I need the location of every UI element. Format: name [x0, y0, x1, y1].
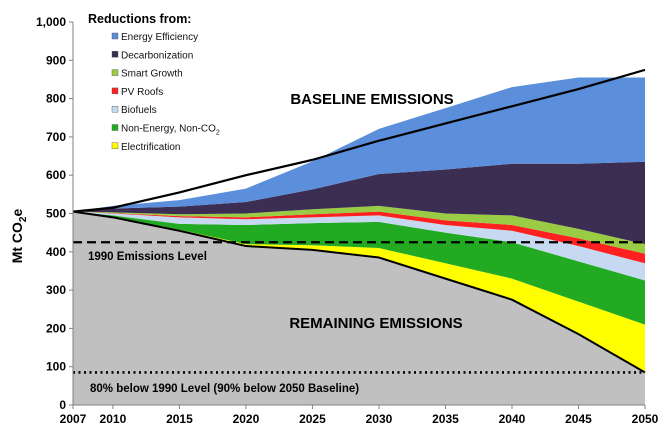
legend-swatch-decarbonization: [111, 51, 119, 58]
legend-label-biofuels: Biofuels: [121, 105, 157, 116]
y-axis-title: Mt CO2e: [9, 209, 29, 264]
legend-swatch-pv-roofs: [111, 87, 119, 95]
legend-swatch-non-energy-non-co: [111, 124, 119, 131]
legend-label-non-energy-non-co: Non-Energy, Non-CO2: [121, 124, 220, 137]
x-tick-label: 2015: [166, 412, 193, 426]
area-remaining-emissions: [73, 211, 645, 405]
x-tick-label: 2035: [432, 412, 459, 426]
x-tick-label: 2010: [100, 412, 127, 426]
legend-swatch-smart-growth: [111, 69, 119, 76]
legend-swatch-biofuels: [111, 105, 119, 113]
x-tick-label: 2045: [565, 412, 592, 426]
remaining-emissions-annotation: REMAINING EMISSIONS: [289, 315, 462, 332]
legend-swatch-energy-efficiency: [111, 32, 119, 40]
area-decarbonization: [73, 161, 645, 245]
axes-layer: 0 100 200 300 400 500 600 700 800 900 1,000 2007 201…: [36, 15, 659, 426]
y-tick-label: 0: [59, 398, 66, 412]
area-biofuels: [73, 211, 645, 281]
x-tick-label: 2030: [366, 412, 393, 426]
y-tick-label: 500: [46, 207, 66, 221]
remaining-emissions-line: [72, 210, 646, 374]
y-tick-label: 600: [46, 168, 66, 182]
reference-label-80pct: 80% below 1990 Level (90% below 2050 Bas…: [90, 383, 359, 395]
legend-label-smart-growth: Smart Growth: [121, 69, 183, 80]
y-tick-label: 200: [46, 321, 66, 335]
y-tick-label: 400: [46, 245, 66, 259]
area-electrification: [73, 211, 645, 373]
line-layer: [72, 68, 646, 374]
x-tick-label: 2025: [299, 412, 326, 426]
area-pv-roofs: [73, 211, 645, 264]
x-tick-label: 2040: [499, 412, 526, 426]
legend-label-energy-efficiency: Energy Efficiency: [121, 32, 198, 43]
y-tick-label: 800: [46, 92, 66, 106]
legend-title: Reductions from:: [88, 12, 191, 26]
x-tick-label: 2007: [60, 412, 87, 426]
y-tick-label: 300: [46, 283, 66, 297]
area-energy-efficiency: [73, 77, 645, 212]
legend: Reductions from: Energy Efficiency Decarb…: [88, 12, 220, 153]
baseline-emissions-line: [72, 68, 646, 213]
legend-label-pv-roofs: PV Roofs: [121, 87, 163, 98]
y-tick-label: 1,000: [36, 15, 66, 29]
x-tick-label: 2050: [632, 412, 659, 426]
area-non-energy-non-co: [73, 211, 645, 325]
y-tick-label: 900: [46, 53, 66, 67]
baseline-emissions-annotation: BASELINE EMISSIONS: [290, 91, 453, 108]
legend-label-electrification: Electrification: [121, 142, 180, 153]
reference-label-1990: 1990 Emissions Level: [88, 251, 207, 263]
y-tick-label: 700: [46, 130, 66, 144]
x-tick-label: 2020: [233, 412, 260, 426]
y-tick-label: 100: [46, 360, 66, 374]
legend-label-decarbonization: Decarbonization: [121, 50, 193, 61]
legend-swatch-electrification: [111, 142, 119, 150]
area-smart-growth: [73, 205, 645, 254]
area-layer: [73, 77, 645, 405]
